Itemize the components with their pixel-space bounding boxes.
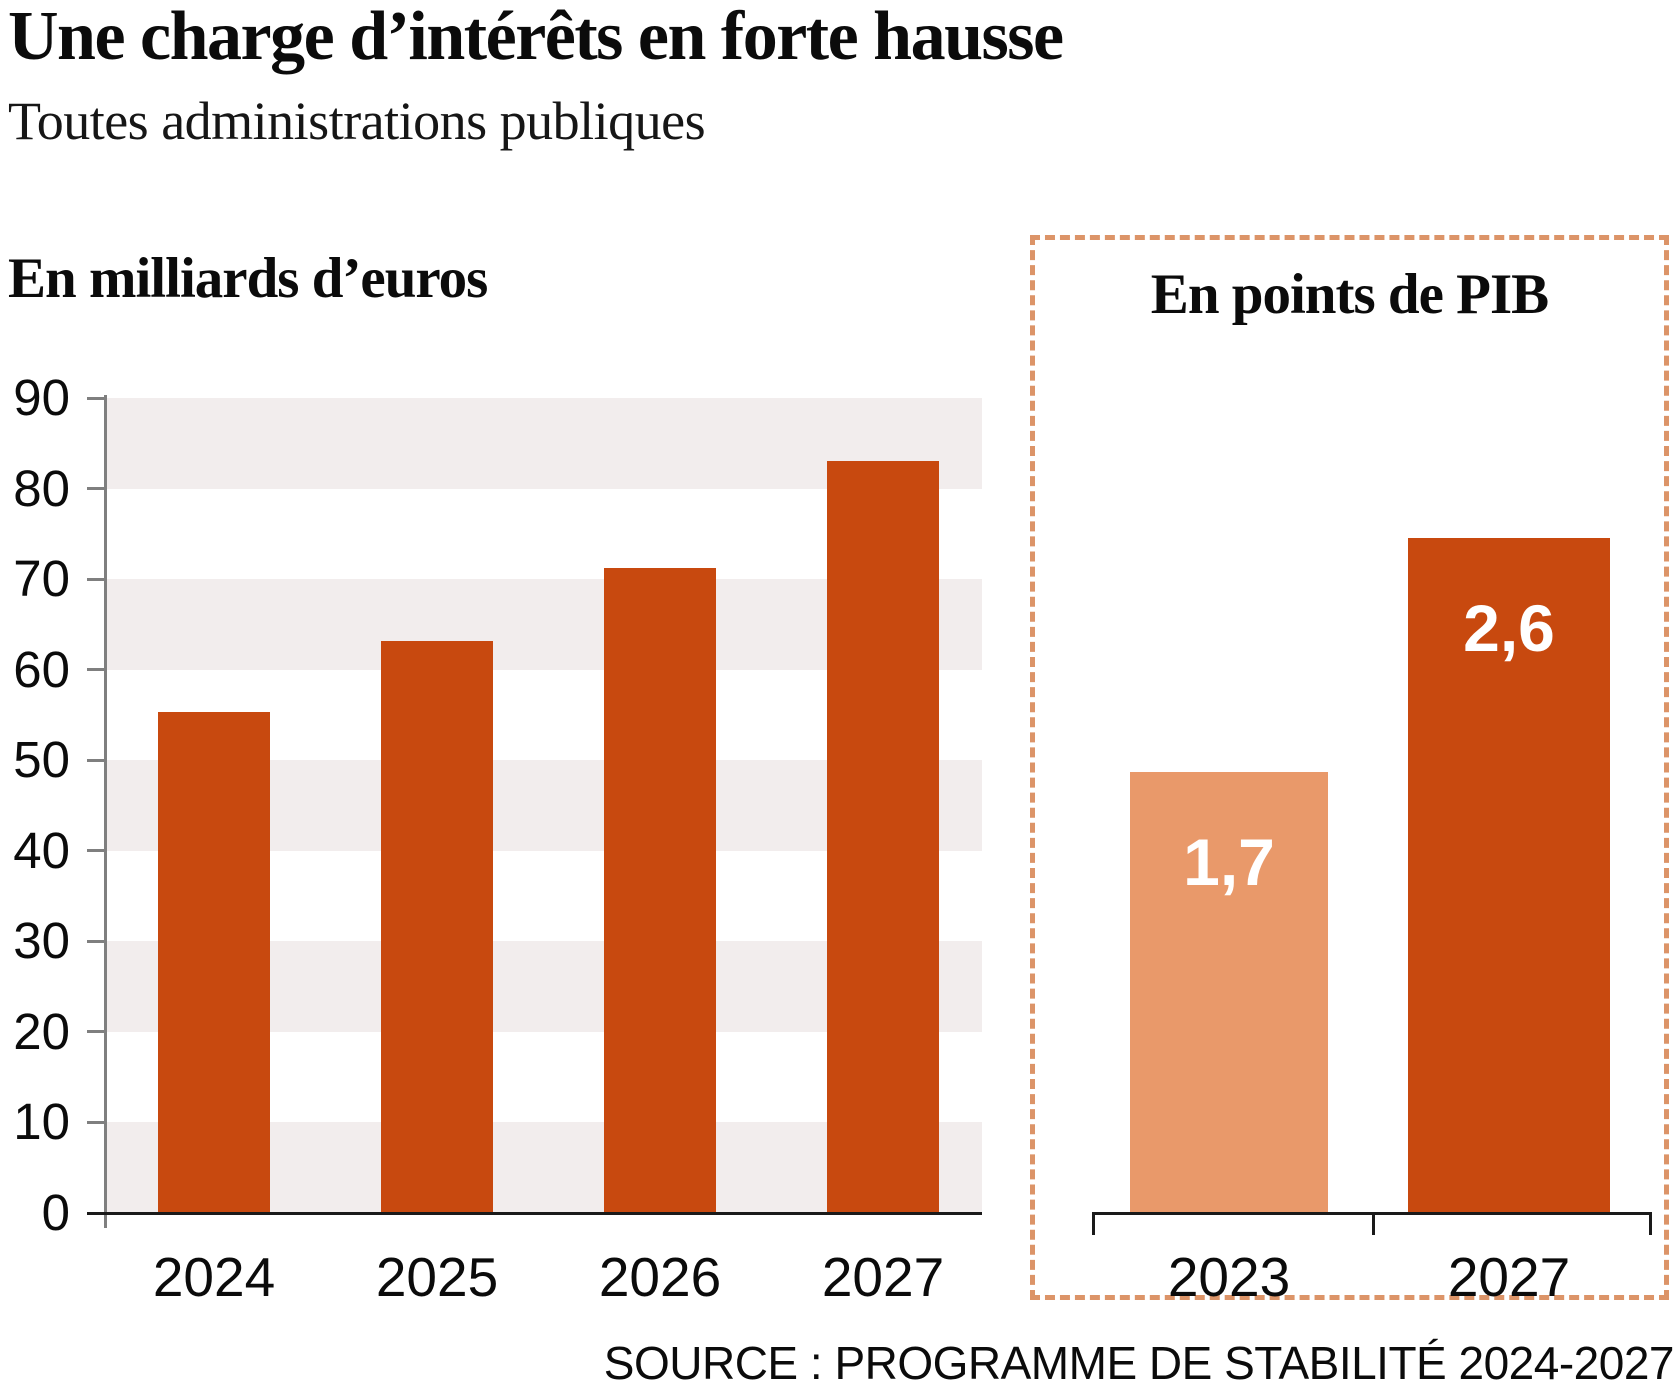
y-tick <box>87 1120 105 1124</box>
category-label-pib-2023: 2023 <box>1167 1246 1291 1308</box>
bar-2026 <box>604 568 716 1213</box>
category-label-2026: 2026 <box>598 1246 722 1308</box>
bracket-tick <box>1092 1211 1095 1235</box>
y-tick-label: 50 <box>13 731 70 789</box>
y-tick <box>87 487 105 491</box>
y-tick-label: 0 <box>41 1184 70 1241</box>
y-tick <box>87 849 105 853</box>
y-tick <box>87 396 105 400</box>
category-label-2027: 2027 <box>821 1246 945 1308</box>
category-label-2025: 2025 <box>375 1246 499 1308</box>
bar-pib-2023 <box>1130 771 1328 1213</box>
bar-2027 <box>827 461 939 1213</box>
y-tick <box>87 577 105 581</box>
y-tick <box>87 668 105 672</box>
category-label-2024: 2024 <box>152 1246 276 1308</box>
y-tick-label: 20 <box>13 1002 70 1060</box>
left-chart-title: En milliards d’euros <box>8 247 488 310</box>
page-subtitle: Toutes administrations publiques <box>8 91 706 151</box>
bracket-tick <box>1649 1211 1652 1235</box>
y-tick-label: 80 <box>13 459 70 517</box>
source-credit: SOURCE : PROGRAMME DE STABILITÉ 2024-202… <box>603 1337 1675 1389</box>
y-axis-line <box>103 395 107 1228</box>
y-tick-label: 70 <box>13 550 70 608</box>
y-tick-label: 30 <box>13 912 70 970</box>
value-label-2027: 2,6 <box>1463 591 1555 666</box>
bar-2025 <box>381 640 493 1213</box>
x-axis-baseline <box>87 1211 982 1215</box>
page-title: Une charge d’intérêts en forte hausse <box>8 0 1064 75</box>
pib-panel-dashed-box: En points de PIB <box>1030 235 1669 1300</box>
y-tick <box>87 758 105 762</box>
y-tick-label: 10 <box>13 1093 70 1151</box>
y-tick <box>87 1030 105 1034</box>
bar-pib-2027 <box>1408 538 1610 1213</box>
category-label-pib-2027: 2027 <box>1447 1246 1571 1308</box>
y-tick <box>87 939 105 943</box>
bracket-tick <box>1372 1211 1375 1235</box>
bar-2024 <box>158 712 270 1213</box>
y-tick-label: 40 <box>13 821 70 879</box>
right-chart-title: En points de PIB <box>1150 263 1549 326</box>
value-label-2023: 1,7 <box>1183 824 1275 899</box>
y-tick-label: 60 <box>13 640 70 698</box>
y-tick-label: 90 <box>13 369 70 426</box>
